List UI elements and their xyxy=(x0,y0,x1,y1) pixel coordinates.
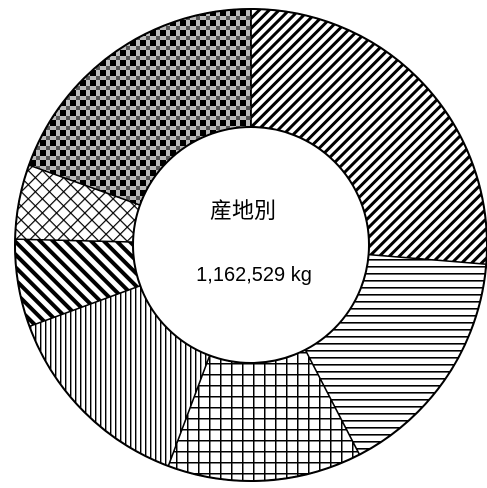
outer-ring xyxy=(14,8,487,482)
center-total-value: 1,162,529 kg xyxy=(196,264,312,286)
donut-slices xyxy=(14,8,487,482)
donut-hole xyxy=(132,126,370,364)
center-title: 産地別 xyxy=(210,199,276,224)
